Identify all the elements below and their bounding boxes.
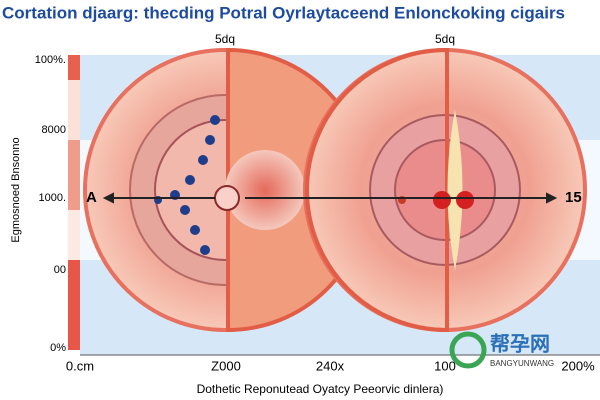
y-label: 00 [54,264,66,276]
left-strip [68,55,80,350]
watermark-name: 帮孕网 [490,332,550,356]
x-axis-title: Dothetic Reponutead Oyatcy Peeorvic dinl… [197,382,444,396]
y-label: 1000. [38,192,66,204]
arrows [102,192,558,204]
top-label: 5dq [215,32,235,46]
x-label: 0.cm [66,358,94,373]
y-label: 0% [50,342,66,354]
x-label: 100 [434,358,456,373]
watermark-sub: BANGYUNWANG [490,359,554,368]
top-label: 5dq [435,32,455,46]
marker-left: A [86,189,97,206]
title: Cortation djaarg: thecding Potral Oyrlay… [2,3,565,22]
x-label: Z000 [211,358,241,373]
watermark: 帮孕网 BANGYUNWANG [449,331,554,369]
y-axis-title: Egmosnoed Bnsonno [10,137,22,242]
x-label: 240x [316,358,345,373]
y-label: 8000 [42,124,66,136]
marker-right: 15 [565,189,582,206]
right-section [303,47,587,333]
y-label: 100%. [35,54,66,66]
x-label: 200% [561,358,595,373]
